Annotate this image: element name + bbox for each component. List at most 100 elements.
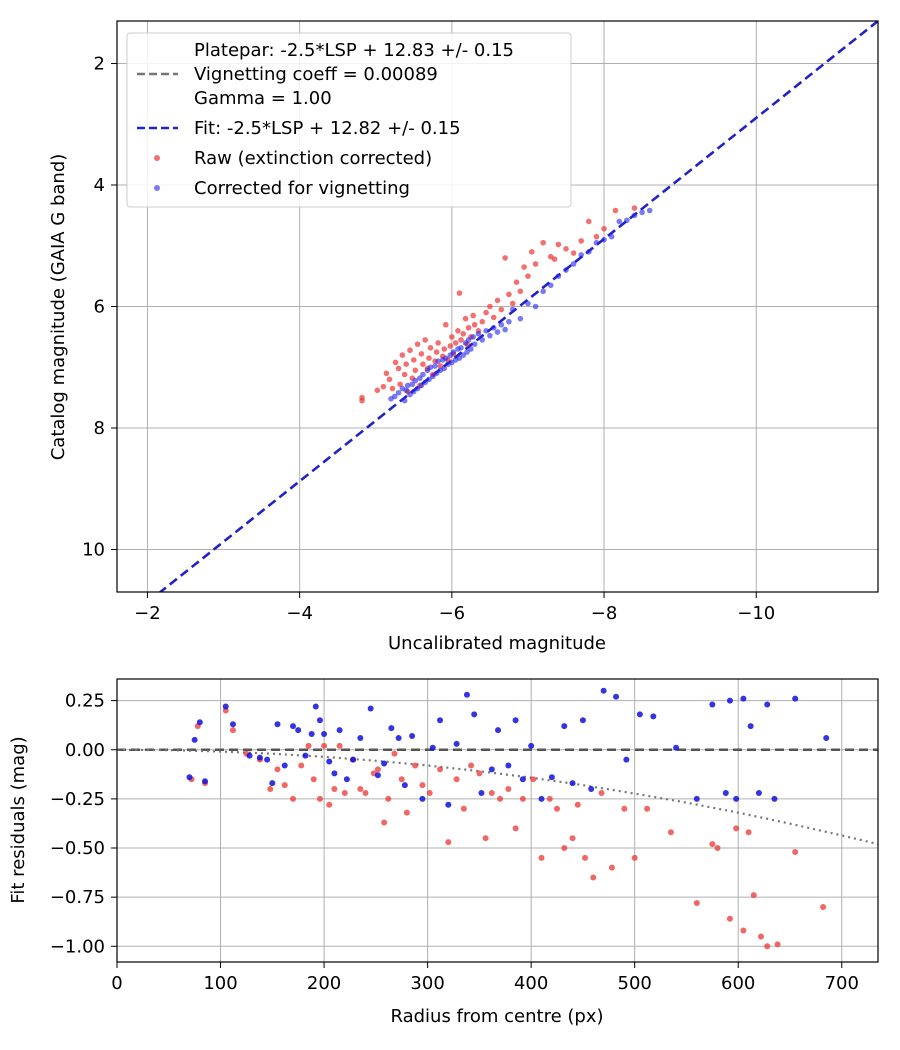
raw-point [525,273,531,279]
corrected-point [517,315,524,322]
corrected-residual-point [548,774,555,781]
raw-point [412,367,419,374]
raw-point [407,347,413,354]
corrected-point [570,261,577,267]
raw-residual-point [385,795,392,802]
raw-residual-point [538,854,545,861]
top-legend: Platepar: -2.5*LSP + 12.83 +/- 0.15 Vign… [126,32,572,208]
raw-point [456,290,463,296]
raw-residual-point [336,742,343,749]
corrected-residual-point [381,760,388,767]
corrected-point [532,303,539,310]
raw-residual-point [644,805,651,812]
corrected-residual-point [740,695,747,702]
raw-residual-point [341,789,348,796]
residuals-chart: 0 100 200 300 400 500 600 700 0.25 0.00 −0.25 −0.50… [8,678,879,1027]
corrected-point [460,352,467,358]
raw-residual-point [750,892,757,899]
top-y-tick-label: 4 [94,175,105,196]
raw-point [521,264,527,270]
raw-residual-point [546,795,553,802]
raw-point [631,205,638,211]
corrected-residual-point [693,795,700,802]
bottom-axis-ticks: 0 100 200 300 400 500 600 700 0.25 0.00 −0.25 −0.50… [50,691,859,994]
corrected-point [410,388,417,395]
raw-point [397,381,403,388]
raw-point [517,288,524,295]
raw-residual-point [316,795,323,802]
corrected-point [468,346,474,352]
raw-point [442,321,449,328]
corrected-residual-point [321,731,328,738]
raw-residual-point [631,854,638,861]
corrected-residual-point [505,762,512,769]
raw-point [392,359,399,366]
raw-point [458,337,464,343]
corrected-residual-point [191,736,198,743]
raw-point [487,303,493,310]
corrected-residual-point [771,795,778,802]
raw-residual-point [488,789,495,796]
corrected-residual-point [295,727,302,734]
corrected-point [547,282,554,289]
corrected-residual-point [600,687,607,694]
bottom-y-tick-label: −0.75 [50,887,105,908]
corrected-residual-point [374,772,381,779]
legend-fit-label: Fit: -2.5*LSP + 12.82 +/- 0.15 [194,118,461,139]
raw-residual-point [476,770,483,777]
corrected-residual-point [495,727,502,734]
corrected-residual-point [636,711,643,718]
corrected-residual-point [538,795,545,802]
raw-residual-point [574,801,581,808]
raw-point [462,315,469,322]
raw-point [601,225,607,232]
corrected-residual-point [312,703,319,710]
raw-point [449,334,455,340]
corrected-point [407,391,413,398]
raw-residual-point [598,789,605,796]
corrected-residual-point [588,786,595,793]
raw-point [578,238,585,244]
legend-raw-marker [154,155,160,161]
corrected-residual-point [367,705,374,712]
raw-point [470,312,476,319]
raw-residual-point [561,845,568,852]
raw-point [513,279,520,286]
raw-point [401,371,408,378]
corrected-residual-point [478,789,485,796]
raw-point [380,383,387,390]
raw-residual-point [445,839,452,846]
corrected-point [458,345,464,351]
corrected-residual-point [186,774,193,781]
corrected-residual-point [326,758,333,765]
raw-residual-point [398,776,405,783]
corrected-residual-point [336,727,343,734]
raw-residual-point [310,776,317,783]
corrected-point [616,218,623,225]
corrected-point [471,341,478,347]
raw-residual-point [437,766,444,773]
corrected-residual-point [569,780,576,787]
top-x-tick-label: −2 [134,603,161,624]
corrected-point [475,331,482,337]
corrected-point [540,288,546,295]
raw-point [563,245,569,252]
raw-residual-point [726,915,733,922]
raw-residual-point [714,845,721,852]
corrected-residual-point [395,734,402,741]
corrected-residual-point [726,697,733,704]
raw-point [383,370,390,377]
raw-residual-point [482,835,489,842]
raw-residual-point [512,825,519,832]
corrected-residual-point [316,717,323,724]
corrected-point [403,387,409,394]
raw-point [447,343,454,349]
corrected-residual-point [561,723,568,730]
raw-residual-point [381,819,388,826]
bottom-x-tick-label: 0 [111,973,122,994]
raw-residual-point [357,786,364,793]
raw-point [551,256,558,262]
raw-residual-point [460,805,467,812]
raw-point [506,291,512,298]
